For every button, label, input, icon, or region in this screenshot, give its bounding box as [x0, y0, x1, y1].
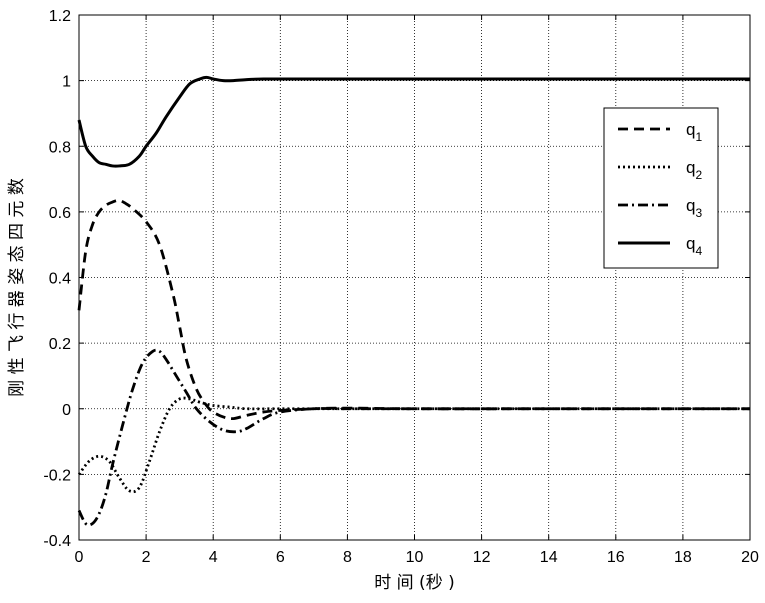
- x-tick-label: 4: [209, 549, 218, 566]
- x-tick-label: 14: [540, 549, 558, 566]
- x-tick-label: 18: [674, 549, 692, 566]
- x-tick-label: 2: [142, 549, 151, 566]
- legend-label-main: q: [686, 158, 695, 177]
- y-tick-label: 0.2: [49, 336, 71, 353]
- x-tick-label: 12: [473, 549, 491, 566]
- y-tick-label: 0: [62, 402, 71, 419]
- x-tick-label: 0: [75, 549, 84, 566]
- legend-label-main: q: [686, 120, 695, 139]
- x-tick-label: 20: [741, 549, 759, 566]
- x-axis-title: 时 间 (秒 ): [374, 573, 454, 593]
- y-tick-label: 0.4: [49, 271, 71, 288]
- legend-label-subscript: 4: [695, 244, 702, 258]
- y-tick-label: -0.4: [43, 533, 71, 550]
- legend-label-subscript: 3: [695, 206, 702, 220]
- y-tick-label: -0.2: [43, 467, 71, 484]
- x-tick-label: 10: [406, 549, 424, 566]
- legend-label-subscript: 2: [695, 168, 702, 182]
- x-tick-label: 8: [343, 549, 352, 566]
- x-tick-label: 6: [276, 549, 285, 566]
- legend-label-main: q: [686, 196, 695, 215]
- y-tick-label: 0.6: [49, 205, 71, 222]
- y-tick-label: 1.2: [49, 8, 71, 25]
- legend-label-subscript: 1: [695, 130, 702, 144]
- legend-label-main: q: [686, 234, 695, 253]
- y-axis-title: 刚 性 飞 行 器 姿 态 四 元 数: [7, 178, 27, 397]
- legend: q1q2q3q4: [604, 108, 718, 268]
- y-tick-label: 0.8: [49, 139, 71, 156]
- y-tick-label: 1: [62, 74, 71, 91]
- x-tick-label: 16: [607, 549, 625, 566]
